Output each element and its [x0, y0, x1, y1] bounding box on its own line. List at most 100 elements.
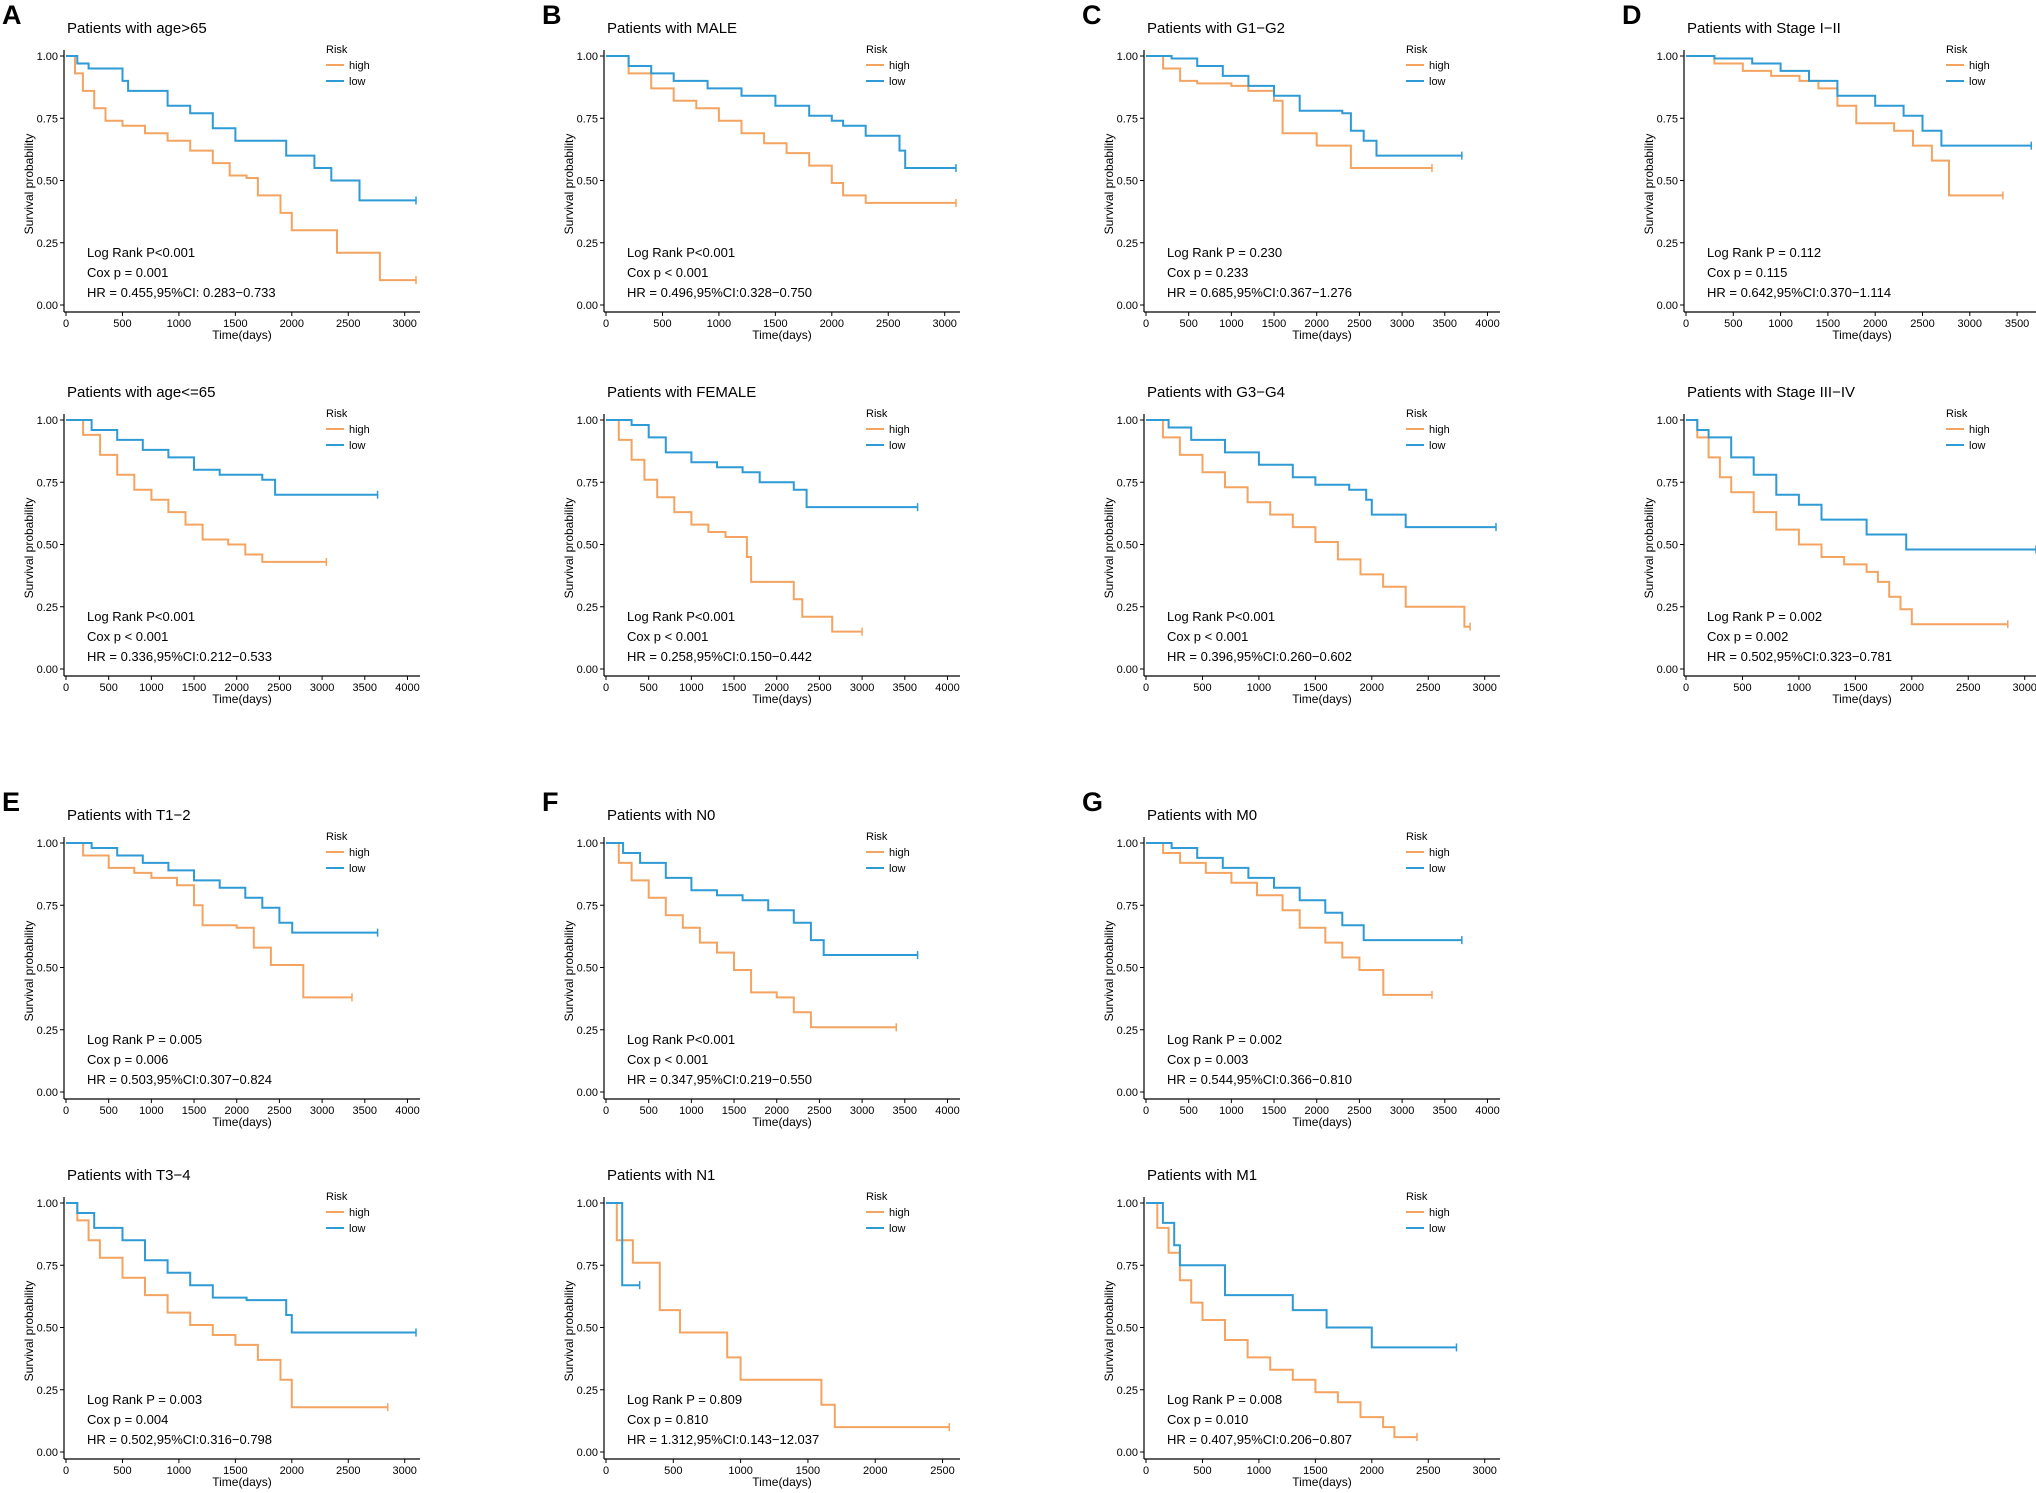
legend-label-low: low [889, 863, 906, 875]
x-tick-label: 2000 [1360, 682, 1384, 694]
km-plot-10: Patients with M0 0.00 0.25 0.50 0.75 1.00 0 500… [1102, 807, 1500, 1129]
y-tick-label: 0.75 [37, 477, 58, 489]
x-tick-label: 2000 [764, 682, 788, 694]
plot-title: Patients with G3−G4 [1147, 384, 1285, 401]
x-tick-label: 500 [664, 1465, 682, 1477]
legend-label-low: low [1429, 440, 1446, 452]
x-tick-label: 2000 [224, 1105, 248, 1117]
stat-annotation: Log Rank P = 0.005 [87, 1032, 202, 1047]
y-tick-label: 0.25 [37, 602, 58, 614]
y-tick-label: 0.25 [1657, 238, 1678, 250]
plot-title: Patients with age>65 [67, 20, 207, 37]
x-tick-label: 2000 [1304, 318, 1328, 330]
km-plot-5: Patients with FEMALE 0.00 0.25 0.50 0.75 1.00… [562, 384, 960, 706]
legend-label-low: low [1429, 863, 1446, 875]
x-tick-label: 2500 [807, 1105, 831, 1117]
y-axis-title: Survival probability [22, 134, 36, 235]
panel-letter-f: F [542, 787, 559, 817]
stat-annotation: HR = 0.407,95%CI:0.206−0.807 [1167, 1432, 1352, 1447]
x-tick-label: 1000 [167, 1465, 191, 1477]
legend-title: Risk [1946, 44, 1968, 56]
km-plot-1: Patients with MALE 0.00 0.25 0.50 0.75 1.00 0 5… [562, 20, 960, 342]
x-tick-label: 500 [1193, 682, 1211, 694]
x-axis-title: Time(days) [212, 1115, 272, 1129]
x-tick-label: 1000 [679, 682, 703, 694]
y-tick-label: 0.25 [1117, 602, 1138, 614]
x-tick-label: 3000 [392, 1465, 416, 1477]
y-tick-label: 1.00 [1117, 415, 1138, 427]
legend-label-low: low [889, 76, 906, 88]
stat-annotation: HR = 0.642,95%CI:0.370−1.114 [1707, 285, 1891, 300]
survival-curve-high [1146, 55, 1432, 169]
x-tick-label: 3000 [1958, 318, 1982, 330]
y-tick-label: 0.25 [37, 238, 58, 250]
y-axis-title: Survival probability [562, 1281, 576, 1382]
y-axis-title: Survival probability [1102, 921, 1116, 1022]
km-plot-7: Patients with Stage III−IV 0.00 0.25 0.50 0.… [1642, 384, 2036, 706]
legend-title: Risk [326, 44, 348, 56]
y-tick-label: 0.50 [37, 176, 58, 188]
x-tick-label: 0 [1143, 1105, 1149, 1117]
legend-label-low: low [1429, 1223, 1446, 1235]
y-tick-label: 0.00 [37, 1087, 58, 1099]
plot-title: Patients with N0 [607, 807, 715, 824]
panel-letter-b: B [542, 0, 562, 30]
x-tick-label: 500 [100, 682, 118, 694]
x-tick-label: 1000 [1247, 1465, 1271, 1477]
stat-annotation: Cox p = 0.810 [627, 1412, 708, 1427]
survival-curve-low [1146, 1202, 1457, 1349]
stat-annotation: Cox p < 0.001 [1167, 629, 1248, 644]
stat-annotation: Log Rank P<0.001 [627, 609, 735, 624]
x-tick-label: 1500 [1262, 318, 1286, 330]
x-tick-label: 2500 [336, 1465, 360, 1477]
survival-curve-low [1146, 55, 1462, 157]
legend-label-low: low [1429, 76, 1446, 88]
x-tick-label: 0 [1143, 318, 1149, 330]
y-tick-label: 0.75 [1657, 477, 1678, 489]
x-tick-label: 2000 [224, 682, 248, 694]
y-tick-label: 1.00 [37, 838, 58, 850]
km-plot-2: Patients with G1−G2 0.00 0.25 0.50 0.75 1.00 0… [1102, 20, 1500, 342]
x-tick-label: 2000 [280, 1465, 304, 1477]
stat-annotation: Cox p < 0.001 [87, 629, 168, 644]
y-tick-label: 0.75 [1117, 900, 1138, 912]
km-plot-11: Patients with T3−4 0.00 0.25 0.50 0.75 1.00 0 5… [22, 1167, 420, 1489]
x-tick-label: 0 [1143, 1465, 1149, 1477]
x-tick-label: 3000 [1472, 682, 1496, 694]
plot-title: Patients with age<=65 [67, 384, 215, 401]
x-tick-label: 0 [63, 1105, 69, 1117]
km-plot-9: Patients with N0 0.00 0.25 0.50 0.75 1.00 0 500… [562, 807, 960, 1129]
legend-label-low: low [1969, 76, 1986, 88]
legend-label-high: high [1969, 424, 1990, 436]
y-tick-label: 0.00 [1657, 300, 1678, 312]
x-tick-label: 1000 [139, 1105, 163, 1117]
legend-title: Risk [326, 408, 348, 420]
survival-curve-high [606, 419, 863, 633]
legend-title: Risk [1406, 408, 1428, 420]
survival-curve-high [606, 55, 956, 204]
y-axis-title: Survival probability [22, 498, 36, 599]
stat-annotation: Cox p = 0.010 [1167, 1412, 1248, 1427]
legend-title: Risk [1406, 1191, 1428, 1203]
x-tick-label: 4000 [1475, 1105, 1499, 1117]
x-tick-label: 2500 [1347, 1105, 1371, 1117]
stat-annotation: Log Rank P<0.001 [627, 1032, 735, 1047]
y-tick-label: 0.50 [1117, 176, 1138, 188]
x-tick-label: 0 [63, 682, 69, 694]
x-tick-label: 2500 [1347, 318, 1371, 330]
x-tick-label: 1000 [167, 318, 191, 330]
plot-title: Patients with T1−2 [67, 807, 191, 824]
survival-curve-low [1146, 419, 1496, 529]
survival-curve-low [66, 419, 378, 496]
x-tick-label: 2000 [1900, 682, 1924, 694]
stat-annotation: Cox p = 0.006 [87, 1052, 168, 1067]
y-tick-label: 1.00 [1657, 51, 1678, 63]
legend-label-high: high [349, 847, 370, 859]
x-tick-label: 1500 [1303, 1465, 1327, 1477]
x-tick-label: 2500 [930, 1465, 954, 1477]
stat-annotation: Cox p < 0.001 [627, 1052, 708, 1067]
x-tick-label: 3500 [353, 1105, 377, 1117]
y-tick-label: 0.00 [577, 1447, 598, 1459]
x-tick-label: 1000 [139, 682, 163, 694]
